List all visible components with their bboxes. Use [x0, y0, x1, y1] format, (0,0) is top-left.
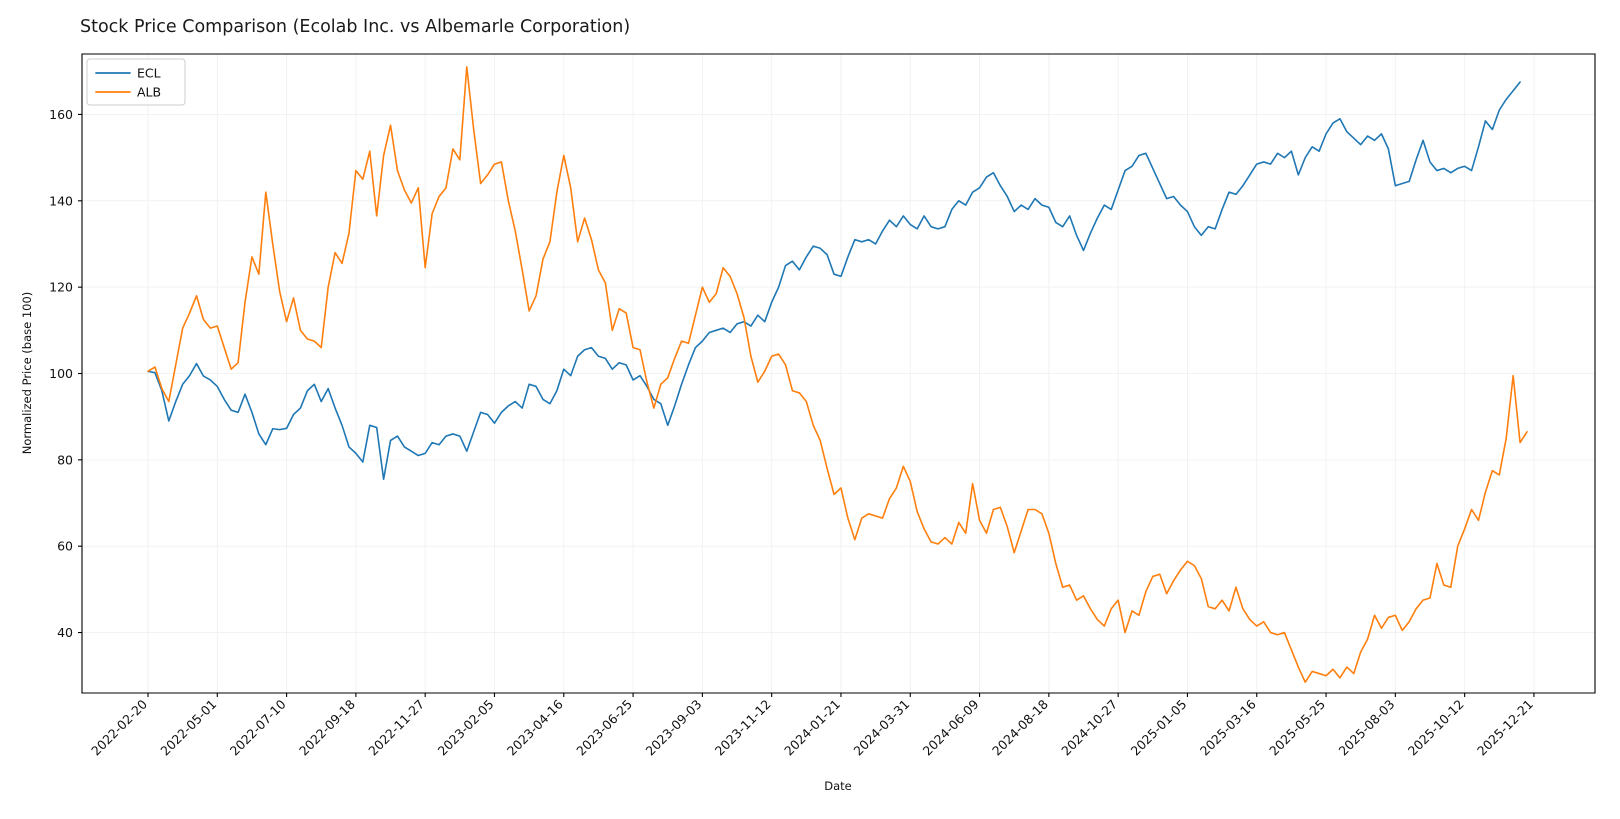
- legend-label-alb: ALB: [137, 85, 161, 100]
- grid-lines: [82, 54, 1595, 693]
- y-tick-label: 100: [49, 366, 73, 381]
- y-tick-label: 140: [49, 193, 73, 208]
- plot-border: [81, 53, 1596, 694]
- series-lines: [147, 66, 1528, 684]
- y-tick-label: 40: [57, 625, 73, 640]
- y-tick-label: 80: [57, 452, 73, 467]
- series-line-alb: [147, 66, 1528, 684]
- y-tick-label: 120: [49, 280, 73, 295]
- y-tick-label: 160: [49, 107, 73, 122]
- y-axis-ticks: 40 60 80 100 120 140 160: [49, 107, 82, 640]
- chart-legend[interactable]: ECL ALB: [86, 58, 186, 106]
- chart-title: Stock Price Comparison (Ecolab Inc. vs A…: [80, 17, 630, 37]
- y-axis-label: Normalized Price (base 100): [20, 292, 34, 455]
- y-tick-label: 60: [57, 539, 73, 554]
- legend-label-ecl: ECL: [137, 66, 161, 81]
- x-axis-label: Date: [824, 779, 852, 793]
- axes-spines: [81, 53, 1596, 694]
- legend-box: [86, 58, 186, 106]
- series-line-ecl: [147, 81, 1521, 481]
